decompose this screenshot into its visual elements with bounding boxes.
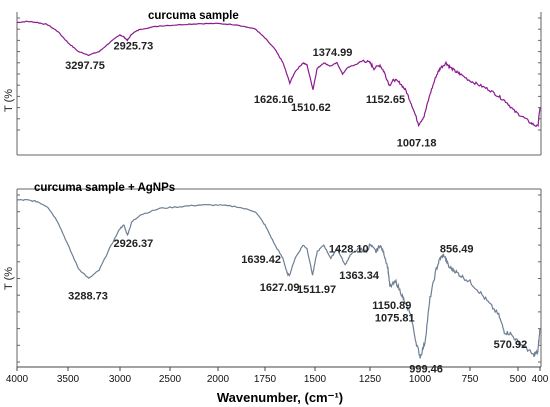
- x-tick-label: 750: [462, 374, 479, 385]
- x-axis-title: Wavenumber, (cm⁻¹): [217, 390, 343, 405]
- peak-label: 1363.34: [339, 270, 380, 282]
- panel-top-series-line: [16, 20, 541, 128]
- x-tick-label: 1250: [359, 374, 382, 385]
- panel-top-title: curcuma sample: [148, 10, 239, 22]
- peak-label: 1374.99: [313, 47, 353, 59]
- peak-label: 1150.89: [372, 300, 411, 312]
- x-tick-label: 2500: [159, 374, 182, 385]
- peak-label: 1626.16: [254, 94, 294, 106]
- peak-label: 1007.18: [397, 137, 437, 149]
- peak-label: 2925.73: [114, 40, 154, 52]
- x-tick-label: 1500: [304, 374, 327, 385]
- x-tick-label: 4000: [6, 374, 29, 385]
- peak-label: 1152.65: [366, 94, 405, 106]
- peak-label: 1627.09: [260, 282, 300, 294]
- x-axis-ticks: 4000 3500 3000 2500 2000 1750 1500 1250 1000 750 5…: [6, 367, 549, 385]
- x-tick-label: 3500: [57, 374, 80, 385]
- panel-bottom: curcuma sample + AgNPs T (% 3288.73 2926.…: [3, 182, 542, 376]
- peak-label: 1510.62: [291, 102, 331, 114]
- peak-label: 570.92: [494, 339, 528, 351]
- peak-label: 1511.97: [297, 284, 336, 296]
- peak-label: 999.46: [409, 364, 443, 376]
- panel-top-y-ticks: [17, 17, 541, 131]
- panel-top-ylabel: T (%: [3, 89, 15, 112]
- peak-label: 1639.42: [241, 254, 281, 266]
- peak-label: 1428.10: [329, 243, 369, 255]
- x-tick-label: 1000: [409, 374, 432, 385]
- panel-bottom-y-ticks: [17, 194, 541, 363]
- peak-label: 1075.81: [375, 313, 415, 325]
- panel-top: curcuma sample T (% 3297.75 2925.73 1626.1…: [3, 10, 542, 156]
- panel-bottom-series-line: [16, 198, 541, 359]
- x-tick-label: 1750: [254, 374, 277, 385]
- x-tick-label: 400: [532, 374, 549, 385]
- peak-label: 3297.75: [65, 60, 105, 72]
- x-tick-label: 500: [510, 374, 527, 385]
- x-tick-label: 2000: [207, 374, 230, 385]
- peak-label: 856.49: [440, 244, 474, 256]
- x-tick-label: 3000: [109, 374, 132, 385]
- panel-bottom-title: curcuma sample + AgNPs: [34, 182, 175, 194]
- panel-bottom-ylabel: T (%: [3, 267, 15, 290]
- peak-label: 3288.73: [68, 291, 108, 303]
- peak-label: 2926.37: [114, 238, 154, 250]
